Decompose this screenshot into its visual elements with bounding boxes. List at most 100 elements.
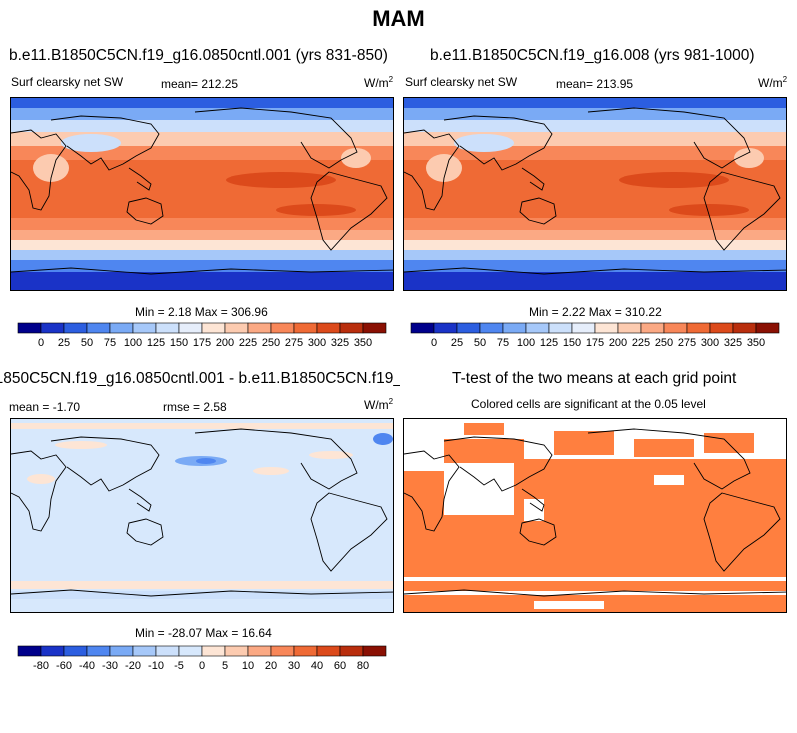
australia-coast [126,197,164,225]
colorbar-tick-label: 250 [262,337,280,349]
panel2-mean: mean= 213.95 [556,77,634,91]
colorbar-tick-label: 200 [609,337,627,349]
south-america-coast [310,171,388,251]
band-southern-mid [11,230,393,240]
colorbar-swatch [293,322,318,334]
colorbar-swatch [17,322,42,334]
band-subantarctic [11,250,393,260]
panel2-colorbar-svg: 0 25 50 75 100 125 150 175 200 225 250 275 300 325 350 [410,322,780,349]
colorbar-swatch [224,645,249,657]
southern-ocean-positive [11,581,393,589]
colorbar-tick-label: 100 [517,337,535,349]
panel3-mean: mean = -1.70 [9,400,81,414]
colorbar-swatch [247,645,272,657]
colorbar-swatch [201,645,226,657]
tibet-region [61,134,121,152]
africa-coast [404,129,460,211]
significant-arctic-a [464,423,504,435]
panel2-map-svg [404,98,786,290]
band-southern-high [404,240,786,250]
significant-southern-ocean [404,581,786,591]
colorbar-tick-label: -30 [102,660,118,672]
coastlines [404,107,786,275]
band-arctic [404,98,786,108]
colorbar-tick-label: -10 [148,660,164,672]
band-southern-mid [404,230,786,240]
colorbar-tick-label: 325 [331,337,349,349]
australia-coast [519,518,557,546]
africa-coast [11,129,67,211]
panel4-map-svg [404,419,786,612]
colorbar-swatch [362,645,387,657]
colorbar-swatch [709,322,734,334]
colorbar-swatch [617,322,642,334]
panel4-subtitle: Colored cells are significant at the 0.0… [471,397,706,411]
colorbar-tick-label: 25 [451,337,463,349]
colorbar-tick-label: 75 [497,337,509,349]
colorbar-tick-label: 250 [655,337,673,349]
labrador-negative [373,433,393,445]
colorbar-tick-label: 350 [354,337,372,349]
colorbar-swatch [40,322,65,334]
panel2-units: W/m2 [758,75,788,90]
eurasia-coast [50,115,160,171]
colorbar-tick-label: 0 [431,337,437,349]
colorbar-swatch [755,322,780,334]
colorbar-swatch [63,322,88,334]
colorbar-tick-label: 50 [81,337,93,349]
colorbar-tick-label: 175 [193,337,211,349]
band-northern-high [404,120,786,132]
colorbar-swatch [433,322,458,334]
coastlines [11,428,393,597]
colorbar-swatch [224,322,249,334]
maritime-continent-coast [128,488,152,512]
colorbar-swatch [525,322,550,334]
panel3-map-svg [11,419,393,612]
significant-arctic-c [634,439,694,457]
colorbar-tick-label: -60 [56,660,72,672]
colorbar-tick-label: 275 [678,337,696,349]
colorbar-tick-label: 60 [334,660,346,672]
colorbar-swatch [640,322,665,334]
colorbar-tick-label: 0 [199,660,205,672]
antarctica-coast [404,589,786,597]
colorbar-tick-label: 125 [147,337,165,349]
panel3-title-clip: b.e11.B1850C5CN.f19_g16.0850cntl.001 - b… [0,368,400,392]
colorbar-swatch [40,645,65,657]
colorbar-swatch [109,322,134,334]
colorbar-swatch [548,322,573,334]
panel1-colorbar: 0 25 50 75 100 125 150 175 200 225 250 275 300 325 350 [17,322,387,350]
colorbar-swatch [247,322,272,334]
colorbar-swatch [155,645,180,657]
south-america-coast [703,492,781,572]
colorbar-swatch [270,645,295,657]
panel1-variable: Surf clearsky net SW [11,75,124,89]
colorbar-tick-label: 25 [58,337,70,349]
colorbar-swatch [63,645,88,657]
mexico-region [734,148,764,168]
colorbar-swatch [132,322,157,334]
africa-coast [11,450,67,532]
colorbar-swatch [339,322,364,334]
band-antarctic-coast [11,260,393,272]
australia-coast [519,197,557,225]
central-pacific-maximum [226,172,336,188]
africa-coast [404,450,460,532]
colorbar-swatch [201,322,226,334]
africa-positive [27,474,55,484]
panel1-map [10,97,394,291]
significant-tropics [404,515,786,577]
colorbar-tick-label: 225 [632,337,650,349]
band-northern-high [11,120,393,132]
panel1-units: W/m2 [364,75,394,90]
panel1-minmax: Min = 2.18 Max = 306.96 [135,305,268,319]
not-significant-patch-b [426,449,438,463]
band-antarctica [11,272,393,290]
panel2-minmax: Min = 2.22 Max = 310.22 [529,305,662,319]
band-southern-subtropics [11,218,393,230]
pacific-positive [253,467,289,475]
colorbar-swatch [571,322,596,334]
panel4-map [403,418,787,613]
maritime-continent-coast [521,167,545,191]
significant-eurasia [444,439,524,463]
